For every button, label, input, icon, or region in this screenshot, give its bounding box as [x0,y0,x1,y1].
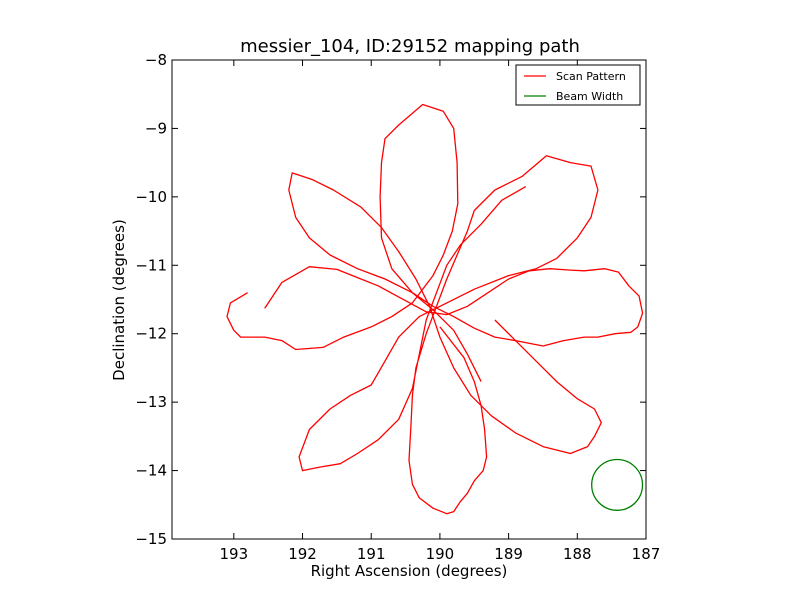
y-tick-label: −11 [135,256,167,274]
x-tick-label: 188 [563,545,592,563]
plot-frame [171,59,647,540]
scan-pattern-line-1 [226,103,644,351]
y-tick-label: −13 [135,393,167,411]
legend-label-scan-pattern: Scan Pattern [556,70,626,83]
plot-area [172,60,646,539]
x-tick-label: 193 [220,545,249,563]
scan-pattern-series [226,103,644,515]
legend-label-beam-width: Beam Width [556,90,623,103]
y-axis-title: Declination (degrees) [110,219,128,381]
legend-box [515,64,641,106]
scan-pattern-line-3 [288,172,602,455]
y-axis: −8 −9 −10 −11 −12 −13 −14 −15 [135,51,646,548]
x-tick-label: 190 [426,545,455,563]
y-tick-label: −9 [145,119,167,137]
beam-width-circle [591,458,644,511]
x-axis-title: Right Ascension (degrees) [311,562,508,580]
scan-pattern-line-2 [298,155,599,515]
x-tick-label: 191 [357,545,386,563]
y-tick-label: −10 [135,188,167,206]
x-tick-label: 187 [632,545,661,563]
legend: Scan Pattern Beam Width [515,64,641,106]
x-tick-label: 189 [494,545,523,563]
y-tick-label: −14 [135,462,167,480]
x-tick-label: 192 [288,545,317,563]
chart-title: messier_104, ID:29152 mapping path [240,36,580,57]
x-axis: 193 192 191 190 189 188 187 [220,60,661,563]
y-tick-label: −12 [135,325,167,343]
y-tick-label: −8 [145,51,167,69]
y-tick-label: −15 [135,530,167,548]
